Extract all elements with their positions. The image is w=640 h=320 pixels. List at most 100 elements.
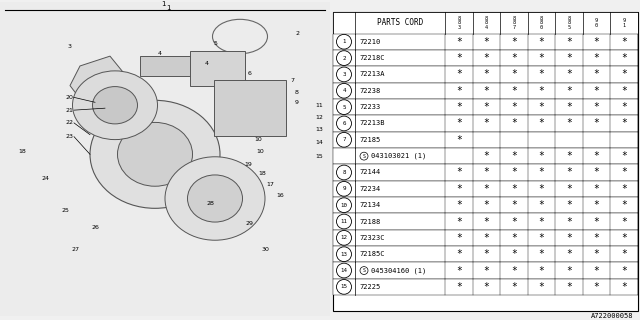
- Text: *: *: [566, 37, 572, 47]
- Text: *: *: [511, 53, 517, 63]
- Text: 8: 8: [295, 90, 299, 95]
- Text: *: *: [539, 151, 545, 161]
- Text: 043103021 (1): 043103021 (1): [371, 153, 426, 159]
- Text: 72238: 72238: [359, 88, 380, 94]
- Text: *: *: [621, 53, 627, 63]
- Text: 72213B: 72213B: [359, 120, 385, 126]
- Text: 5: 5: [213, 41, 217, 46]
- Text: *: *: [539, 53, 545, 63]
- Text: *: *: [621, 184, 627, 194]
- Ellipse shape: [90, 100, 220, 208]
- Text: *: *: [566, 151, 572, 161]
- Text: *: *: [594, 86, 600, 96]
- Bar: [333, 34, 638, 50]
- Text: *: *: [594, 282, 600, 292]
- Text: *: *: [566, 184, 572, 194]
- Bar: [333, 66, 638, 83]
- Text: 72185C: 72185C: [359, 251, 385, 257]
- Text: 3: 3: [68, 44, 72, 49]
- Text: *: *: [511, 217, 517, 227]
- Text: A722000058: A722000058: [591, 313, 633, 319]
- Text: S: S: [363, 154, 365, 159]
- Text: *: *: [594, 53, 600, 63]
- Text: *: *: [456, 249, 461, 259]
- Text: *: *: [539, 37, 545, 47]
- Text: *: *: [456, 282, 461, 292]
- Text: 15: 15: [316, 154, 323, 159]
- Text: *: *: [456, 200, 461, 210]
- Ellipse shape: [93, 87, 138, 124]
- Text: *: *: [539, 167, 545, 178]
- Text: 6: 6: [248, 71, 252, 76]
- Text: *: *: [456, 217, 461, 227]
- Text: 22: 22: [65, 120, 73, 125]
- Text: 4: 4: [205, 60, 209, 66]
- Text: 10: 10: [254, 137, 262, 142]
- Text: *: *: [566, 217, 572, 227]
- Text: 4: 4: [342, 88, 346, 93]
- Text: 72144: 72144: [359, 170, 380, 175]
- Text: *: *: [456, 266, 461, 276]
- Text: 27: 27: [71, 247, 79, 252]
- Text: 72213A: 72213A: [359, 71, 385, 77]
- Text: 10: 10: [256, 149, 264, 155]
- Text: 72185: 72185: [359, 137, 380, 143]
- Circle shape: [337, 84, 351, 98]
- Text: *: *: [566, 233, 572, 243]
- Bar: [333, 230, 638, 246]
- Text: 1: 1: [166, 5, 170, 11]
- Text: *: *: [483, 217, 490, 227]
- Text: 28: 28: [206, 201, 214, 206]
- Text: *: *: [511, 282, 517, 292]
- Text: *: *: [456, 233, 461, 243]
- Text: *: *: [511, 233, 517, 243]
- Bar: [333, 83, 638, 99]
- Text: *: *: [621, 118, 627, 128]
- Text: 5: 5: [342, 105, 346, 110]
- Bar: [333, 132, 638, 148]
- Bar: [333, 115, 638, 132]
- Circle shape: [337, 247, 351, 261]
- Text: S: S: [363, 268, 365, 273]
- Circle shape: [337, 214, 351, 229]
- Text: *: *: [483, 282, 490, 292]
- Text: 8: 8: [342, 170, 346, 175]
- Bar: [333, 197, 638, 213]
- Text: 045304160 (1): 045304160 (1): [371, 267, 426, 274]
- Text: 1: 1: [342, 39, 346, 44]
- Text: 9
1: 9 1: [623, 18, 626, 28]
- Text: 13: 13: [315, 127, 323, 132]
- Text: *: *: [539, 266, 545, 276]
- Text: *: *: [621, 151, 627, 161]
- Text: *: *: [539, 200, 545, 210]
- Text: 9: 9: [342, 186, 346, 191]
- Text: 7: 7: [290, 78, 294, 83]
- Text: 8
8
3: 8 8 3: [457, 16, 460, 30]
- Bar: [333, 50, 638, 66]
- Text: *: *: [456, 37, 461, 47]
- Bar: [140, 56, 200, 76]
- Text: *: *: [511, 151, 517, 161]
- Text: *: *: [594, 102, 600, 112]
- Bar: [333, 99, 638, 115]
- Text: *: *: [483, 102, 490, 112]
- Bar: [333, 279, 638, 295]
- Text: *: *: [483, 86, 490, 96]
- Text: *: *: [621, 37, 627, 47]
- Text: 23: 23: [65, 134, 73, 139]
- Text: *: *: [594, 249, 600, 259]
- Text: *: *: [566, 118, 572, 128]
- Text: 2: 2: [342, 56, 346, 60]
- Text: *: *: [594, 266, 600, 276]
- Text: *: *: [594, 69, 600, 79]
- Text: 11: 11: [340, 219, 348, 224]
- Text: 19: 19: [244, 162, 252, 167]
- Text: *: *: [566, 53, 572, 63]
- Text: *: *: [456, 102, 461, 112]
- Text: *: *: [594, 151, 600, 161]
- Text: *: *: [594, 167, 600, 178]
- Text: *: *: [539, 86, 545, 96]
- Text: *: *: [511, 200, 517, 210]
- Text: *: *: [566, 266, 572, 276]
- Text: 9: 9: [295, 100, 299, 105]
